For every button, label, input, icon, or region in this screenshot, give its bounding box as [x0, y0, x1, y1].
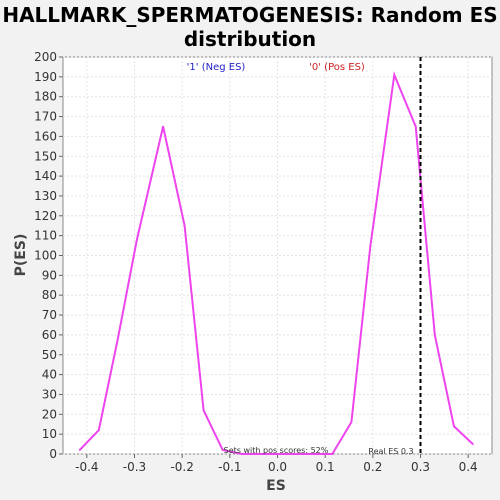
series-point — [350, 421, 353, 424]
y-tick-label: 150 — [34, 149, 57, 163]
y-tick-label: 110 — [34, 229, 57, 243]
y-tick-label: 60 — [42, 328, 57, 342]
series-point — [221, 449, 224, 451]
y-tick-label: 190 — [34, 70, 57, 84]
series-point — [162, 125, 164, 128]
chart-title-line2: distribution — [184, 27, 316, 51]
y-tick-label: 90 — [42, 268, 57, 282]
x-tick-label: 0.1 — [316, 460, 335, 474]
y-tick-label: 130 — [34, 189, 57, 203]
y-tick-label: 160 — [34, 129, 57, 143]
series-point — [183, 224, 186, 227]
x-tick-label: 0.2 — [363, 460, 382, 474]
pos-scores-annotation: Sets with pos scores: 52% — [224, 446, 329, 455]
x-tick-label: 0.4 — [459, 460, 478, 474]
y-tick-label: 0 — [49, 447, 57, 461]
series-group — [78, 71, 474, 455]
x-tick-label: -0.1 — [218, 460, 241, 474]
real-es-annotation: Real ES 0.3 — [368, 447, 413, 456]
y-tick-label: 140 — [34, 169, 57, 183]
y-tick-label: 170 — [34, 110, 57, 124]
series-point — [240, 453, 243, 455]
x-tick-label: -0.4 — [75, 460, 98, 474]
series-point — [393, 74, 396, 76]
y-tick-label: 40 — [42, 368, 57, 382]
series-point — [136, 238, 138, 241]
series-point — [472, 443, 474, 445]
y-axis-label: P(ES) — [13, 234, 29, 277]
x-axis-label: ES — [266, 478, 286, 494]
x-tick-label: -0.3 — [123, 460, 146, 474]
series-point — [369, 244, 372, 247]
series-point — [331, 453, 334, 455]
y-tick-label: 20 — [42, 407, 57, 421]
x-tick-label: -0.2 — [170, 460, 193, 474]
y-tick-label: 30 — [42, 387, 57, 401]
series-point — [414, 125, 417, 128]
y-tick-label: 120 — [34, 209, 57, 223]
neg-es-label: '1' (Neg ES) — [187, 62, 246, 73]
chart-title-line1: HALLMARK_SPERMATOGENESIS: Random ES — [2, 3, 497, 27]
series-point — [202, 409, 205, 412]
y-tick-label: 10 — [42, 427, 57, 441]
x-tick-label: 0.3 — [411, 460, 430, 474]
y-axis-ticks: 0 10 20 30 40 50 60 70 80 90 100 110 120 130 140 150 160… — [34, 50, 63, 461]
x-tick-label: 0.0 — [268, 460, 287, 474]
series-point — [434, 334, 436, 336]
y-tick-label: 70 — [42, 308, 57, 322]
y-tick-label: 180 — [34, 90, 57, 104]
series-point — [453, 425, 455, 428]
series-point — [97, 429, 100, 431]
y-tick-label: 100 — [34, 249, 57, 263]
pos-es-label: '0' (Pos ES) — [309, 62, 365, 73]
y-tick-label: 80 — [42, 288, 57, 302]
series-point — [78, 449, 81, 451]
y-tick-label: 200 — [34, 50, 57, 64]
series-point — [117, 338, 119, 340]
x-axis-ticks: -0.4 -0.3 -0.2 -0.1 0.0 0.1 0.2 0.3 0.4 — [75, 454, 478, 474]
y-tick-label: 50 — [42, 348, 57, 362]
